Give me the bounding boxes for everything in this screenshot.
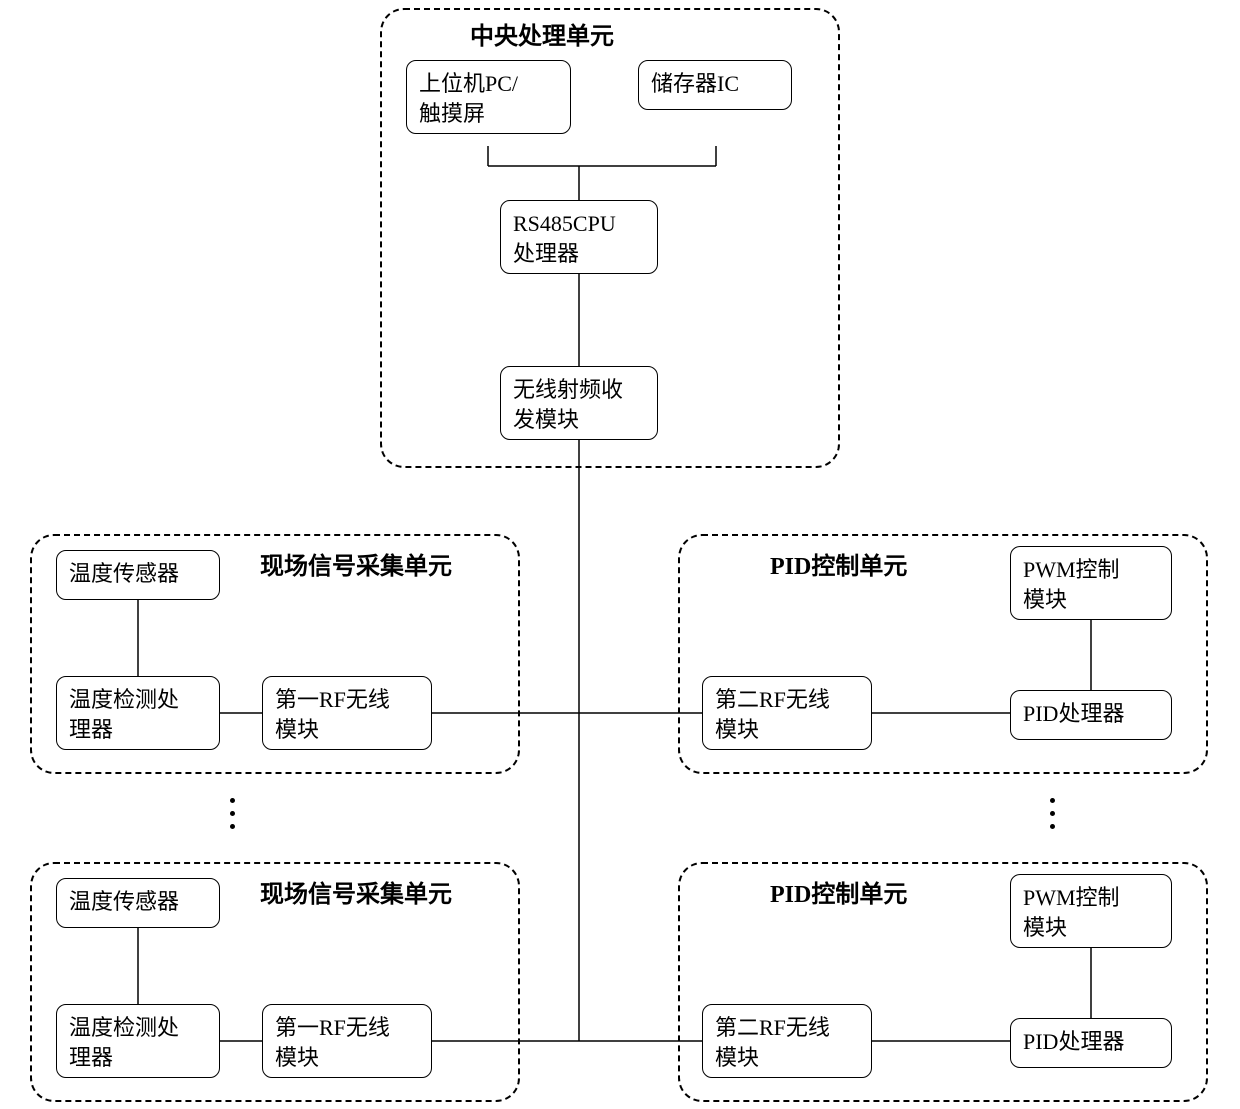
group-title-central: 中央处理单元 — [470, 16, 614, 51]
node-temp-sensor-1: 温度传感器 — [56, 878, 220, 928]
node-rf1-1: 第一RF无线 模块 — [262, 1004, 432, 1078]
node-temp-sensor-0: 温度传感器 — [56, 550, 220, 600]
node-pid-0: PID处理器 — [1010, 690, 1172, 740]
node-rf1-0: 第一RF无线 模块 — [262, 676, 432, 750]
node-rf-transceiver: 无线射频收 发模块 — [500, 366, 658, 440]
node-rs485-cpu: RS485CPU 处理器 — [500, 200, 658, 274]
ellipsis-icon — [1050, 798, 1055, 829]
node-pwm-1: PWM控制 模块 — [1010, 874, 1172, 948]
node-storage-ic: 储存器IC — [638, 60, 792, 110]
node-host-pc: 上位机PC/ 触摸屏 — [406, 60, 571, 134]
group-title-pid-1: PID控制单元 — [770, 874, 907, 909]
diagram-canvas: 中央处理单元 上位机PC/ 触摸屏 储存器IC RS485CPU 处理器 无线射… — [0, 0, 1240, 1109]
node-pwm-0: PWM控制 模块 — [1010, 546, 1172, 620]
group-title-signal-acq-0: 现场信号采集单元 — [260, 546, 452, 581]
group-title-pid-0: PID控制单元 — [770, 546, 907, 581]
group-title-signal-acq-1: 现场信号采集单元 — [260, 874, 452, 909]
node-rf2-1: 第二RF无线 模块 — [702, 1004, 872, 1078]
node-pid-1: PID处理器 — [1010, 1018, 1172, 1068]
node-rf2-0: 第二RF无线 模块 — [702, 676, 872, 750]
node-temp-proc-0: 温度检测处 理器 — [56, 676, 220, 750]
node-temp-proc-1: 温度检测处 理器 — [56, 1004, 220, 1078]
ellipsis-icon — [230, 798, 235, 829]
